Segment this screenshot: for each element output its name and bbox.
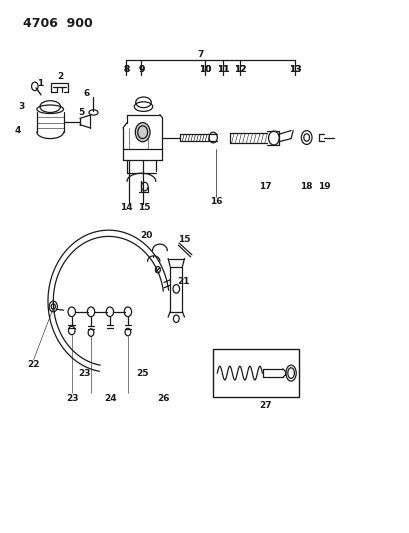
Text: 27: 27 (259, 401, 271, 409)
Text: 10: 10 (198, 65, 211, 74)
Text: 19: 19 (317, 182, 329, 191)
Text: 15: 15 (138, 204, 150, 212)
Text: 2: 2 (57, 72, 63, 80)
Text: 15: 15 (178, 236, 190, 244)
Text: 21: 21 (177, 277, 189, 286)
Text: 4: 4 (14, 126, 20, 135)
Text: 22: 22 (27, 360, 40, 369)
Text: 12: 12 (233, 65, 245, 74)
Text: 23: 23 (67, 394, 79, 403)
Text: 14: 14 (120, 204, 132, 212)
Text: 24: 24 (104, 394, 117, 403)
Text: 17: 17 (259, 182, 271, 191)
Text: 3: 3 (18, 102, 25, 111)
Text: 12: 12 (233, 65, 245, 74)
Text: 8: 8 (123, 65, 129, 74)
Text: 20: 20 (140, 231, 152, 240)
Text: 9: 9 (138, 65, 144, 74)
Text: 1: 1 (37, 79, 43, 88)
Text: 9: 9 (138, 65, 144, 74)
Text: 13: 13 (288, 65, 301, 74)
Text: 6: 6 (83, 89, 89, 98)
Text: 23: 23 (78, 369, 90, 377)
Text: 25: 25 (136, 369, 148, 377)
Text: 18: 18 (300, 182, 312, 191)
Text: 16: 16 (210, 197, 222, 206)
Text: 11: 11 (217, 65, 229, 74)
Circle shape (135, 123, 150, 142)
Text: 10: 10 (198, 65, 211, 74)
Text: 13: 13 (288, 65, 301, 74)
Text: 11: 11 (217, 65, 229, 74)
Bar (213, 349, 299, 397)
Text: 8: 8 (123, 65, 129, 74)
Text: 7: 7 (197, 50, 204, 59)
Text: 4706  900: 4706 900 (22, 18, 92, 30)
Text: 5: 5 (78, 109, 84, 117)
Text: 26: 26 (157, 394, 170, 403)
